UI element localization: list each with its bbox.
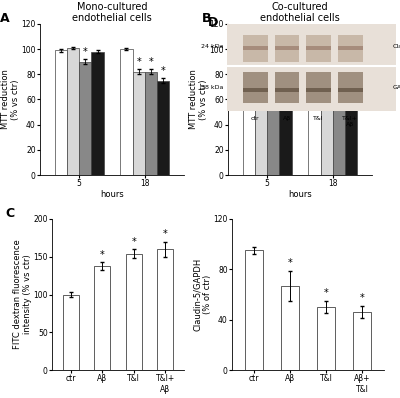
- X-axis label: hours: hours: [288, 190, 312, 199]
- Bar: [243, 50, 255, 175]
- X-axis label: hours: hours: [100, 190, 124, 199]
- Bar: [338, 88, 362, 92]
- Title: Co-cultured
endothelial cells: Co-cultured endothelial cells: [260, 2, 340, 23]
- Bar: [145, 72, 157, 175]
- Text: A: A: [0, 12, 9, 25]
- Bar: [338, 35, 362, 62]
- Bar: [274, 88, 299, 92]
- Bar: [243, 46, 268, 50]
- Bar: [280, 58, 292, 175]
- Bar: [274, 72, 299, 103]
- Bar: [306, 72, 331, 103]
- Text: ctr: ctr: [251, 116, 260, 121]
- Bar: [306, 35, 331, 62]
- Text: *: *: [131, 237, 136, 247]
- Text: C: C: [6, 207, 15, 220]
- Text: *: *: [360, 293, 365, 303]
- Text: Aβ: Aβ: [283, 116, 291, 121]
- Y-axis label: FITC dextran fluorescence
intensity (% vs ctr): FITC dextran fluorescence intensity (% v…: [12, 240, 32, 349]
- Title: Mono-cultured
endothelial cells: Mono-cultured endothelial cells: [72, 2, 152, 23]
- Bar: [245, 250, 263, 370]
- Text: *: *: [324, 288, 328, 298]
- Bar: [243, 35, 268, 62]
- Bar: [132, 72, 145, 175]
- Y-axis label: MTT reduction
(% vs ctr): MTT reduction (% vs ctr): [188, 70, 208, 129]
- Text: *: *: [288, 258, 292, 268]
- Bar: [281, 286, 299, 370]
- Bar: [333, 84, 345, 175]
- Bar: [338, 72, 362, 103]
- Text: B: B: [202, 12, 212, 25]
- Text: T&I: T&I: [313, 116, 324, 121]
- Bar: [274, 46, 299, 50]
- Text: *: *: [100, 250, 105, 260]
- Bar: [126, 254, 142, 370]
- Bar: [308, 49, 320, 175]
- Bar: [157, 80, 169, 175]
- Bar: [255, 52, 267, 175]
- Bar: [345, 106, 357, 175]
- Bar: [92, 52, 104, 175]
- Text: *: *: [148, 57, 153, 67]
- Bar: [306, 88, 331, 92]
- Bar: [353, 312, 371, 370]
- Text: Claudin-5: Claudin-5: [392, 44, 400, 49]
- Bar: [306, 46, 331, 50]
- Bar: [317, 307, 335, 370]
- Bar: [243, 72, 268, 103]
- Bar: [320, 98, 333, 175]
- Bar: [79, 62, 92, 175]
- Text: *: *: [336, 69, 341, 79]
- Text: *: *: [324, 84, 329, 94]
- Text: *: *: [83, 47, 88, 57]
- Bar: [157, 249, 173, 370]
- Text: 24 kDa: 24 kDa: [201, 44, 224, 49]
- Bar: [338, 46, 362, 50]
- Bar: [267, 54, 280, 175]
- Y-axis label: Claudin-5/GAPDH
(% of ctr): Claudin-5/GAPDH (% of ctr): [193, 258, 212, 331]
- Bar: [274, 35, 299, 62]
- Text: *: *: [348, 92, 353, 101]
- Legend: ctr, Aβ, T&I, T&I+Aβ: ctr, Aβ, T&I, T&I+Aβ: [323, 25, 371, 68]
- Bar: [67, 48, 79, 175]
- Text: D: D: [208, 16, 218, 29]
- Bar: [243, 88, 268, 92]
- Bar: [55, 50, 67, 175]
- Bar: [63, 295, 79, 370]
- Text: GAPDH: GAPDH: [392, 85, 400, 90]
- Text: 38 kDa: 38 kDa: [201, 85, 224, 90]
- Y-axis label: MTT reduction
(% vs ctr): MTT reduction (% vs ctr): [0, 70, 20, 129]
- Text: *: *: [136, 57, 141, 67]
- Text: T&I+
Aβ: T&I+ Aβ: [342, 116, 358, 127]
- Text: *: *: [160, 66, 165, 76]
- Text: *: *: [163, 229, 168, 239]
- Bar: [94, 266, 110, 370]
- Bar: [120, 49, 132, 175]
